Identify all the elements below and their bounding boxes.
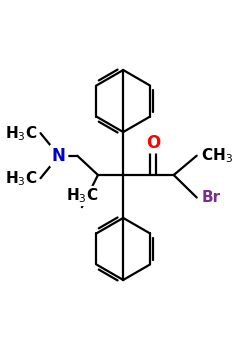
Text: CH$_3$: CH$_3$ (201, 146, 233, 165)
Text: H$_3$C: H$_3$C (66, 187, 98, 205)
Text: N: N (52, 147, 66, 165)
Text: O: O (146, 134, 160, 152)
Text: H$_3$C: H$_3$C (6, 169, 38, 188)
Text: Br: Br (201, 190, 220, 205)
Text: H$_3$C: H$_3$C (6, 124, 38, 142)
